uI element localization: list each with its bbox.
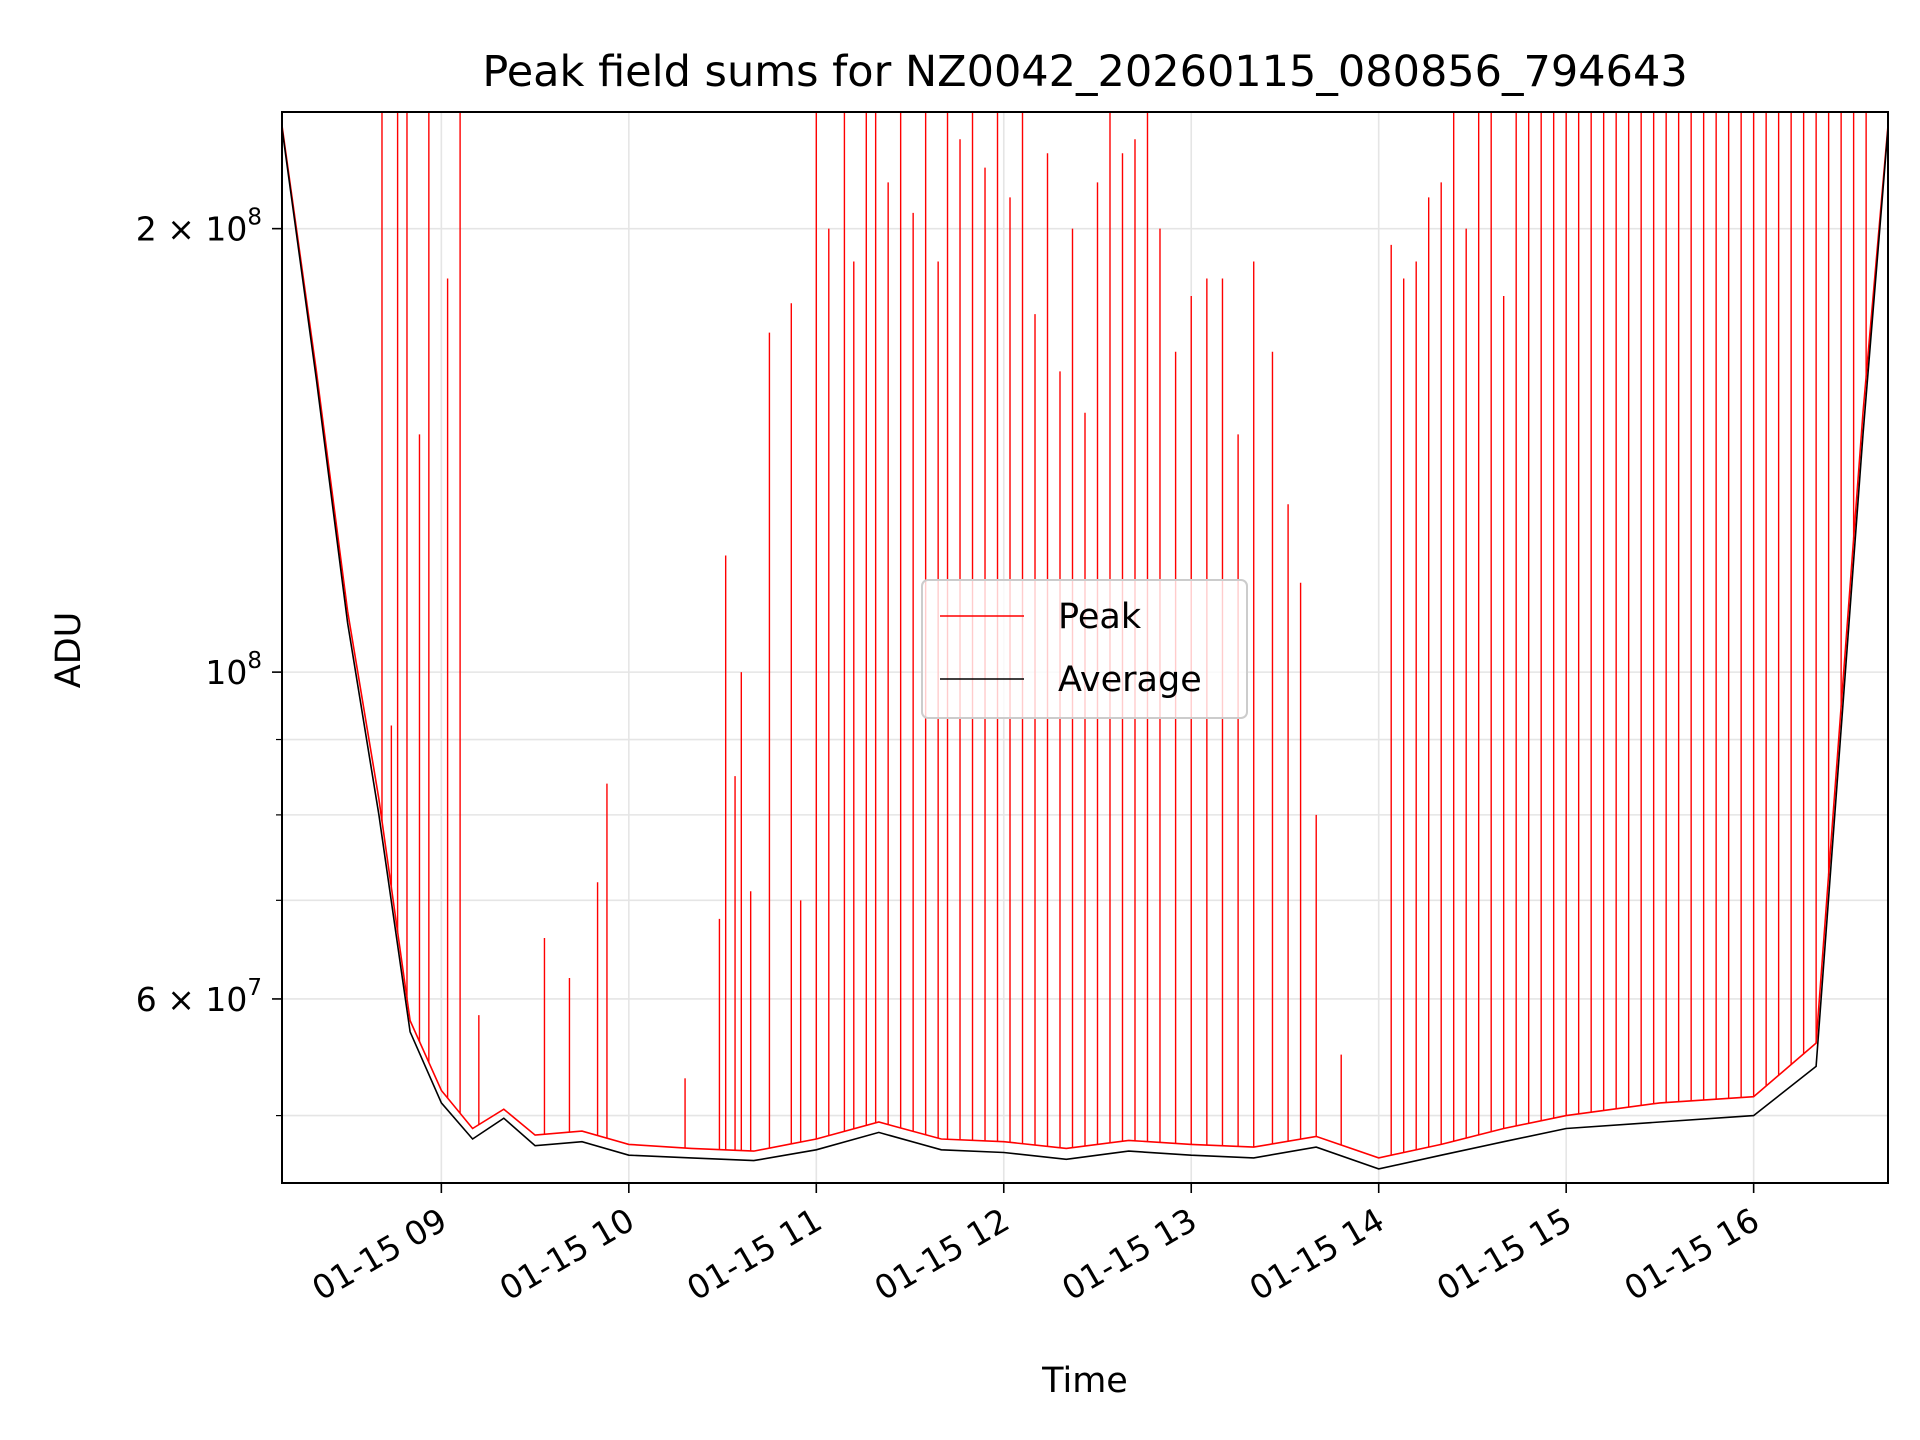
y-tick-label: 6 × 107 bbox=[136, 975, 262, 1019]
chart-title: Peak field sums for NZ0042_20260115_0808… bbox=[482, 47, 1687, 97]
y-axis-label: ADU bbox=[49, 612, 89, 689]
series-group bbox=[282, 112, 1888, 1170]
legend: Peak Average bbox=[921, 579, 1248, 719]
series-line-peak bbox=[282, 125, 1888, 1159]
legend-label-average: Average bbox=[1058, 660, 1202, 700]
plot-data bbox=[282, 112, 1888, 1170]
y-tick-label: 2 × 108 bbox=[136, 205, 262, 249]
series-line-average bbox=[282, 128, 1888, 1170]
legend-label-peak: Peak bbox=[1058, 597, 1142, 637]
legend-box bbox=[921, 579, 1248, 719]
plot-frame bbox=[281, 111, 1889, 1184]
y-tick-label: 108 bbox=[205, 648, 262, 692]
x-axis-label: Time bbox=[1041, 1361, 1128, 1401]
